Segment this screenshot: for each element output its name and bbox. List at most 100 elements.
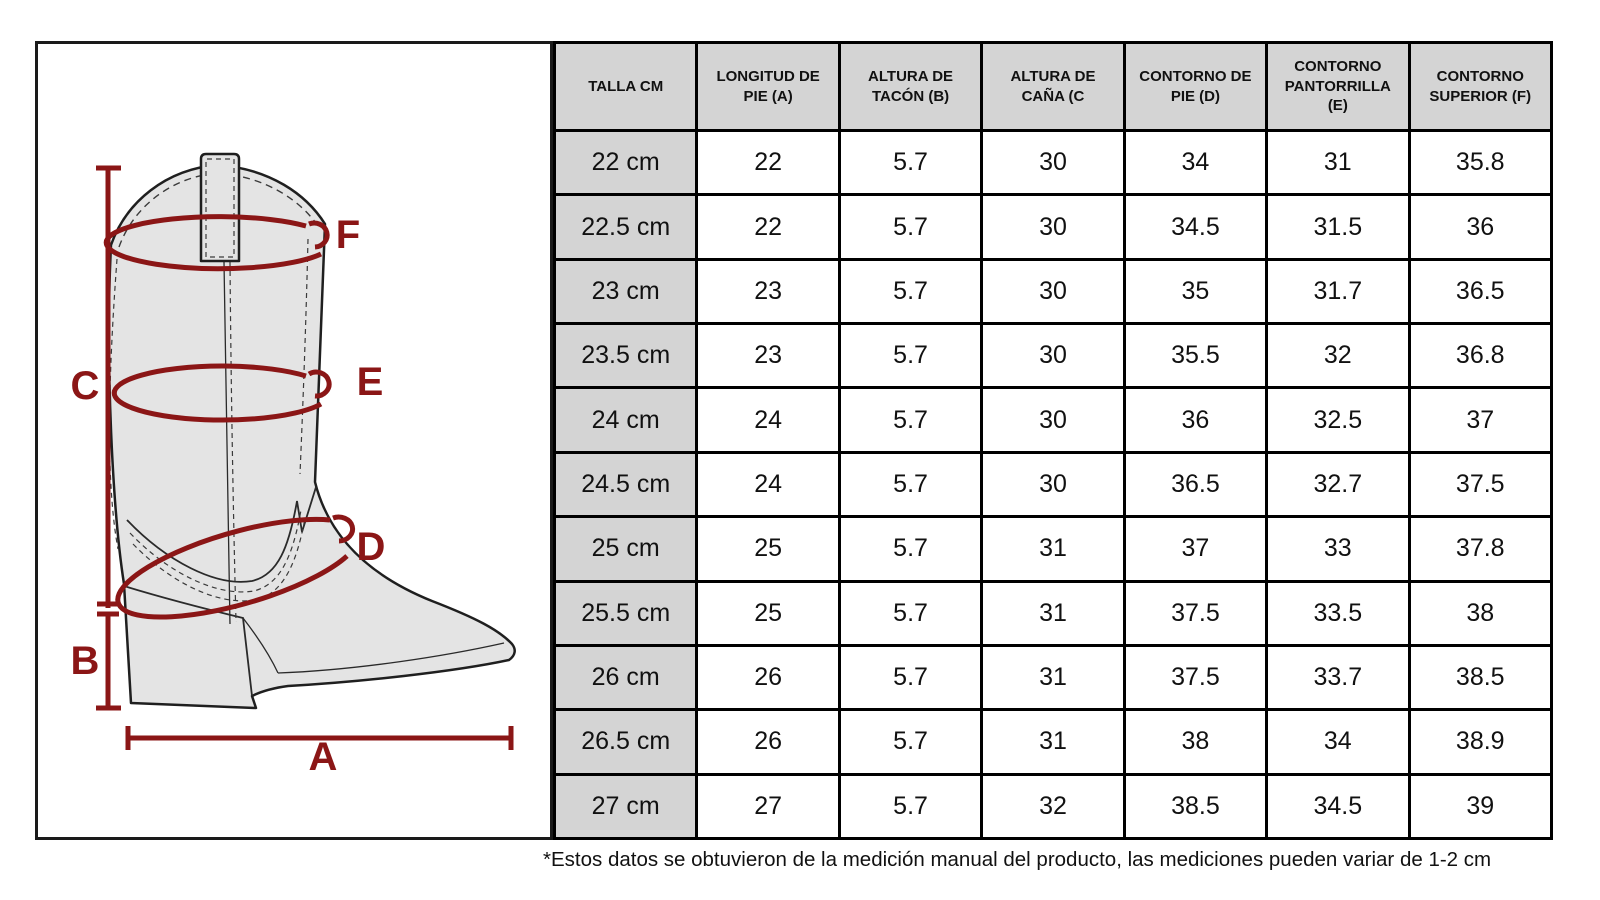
column-header-e: CONTORNO PANTORRILLA (E)	[1265, 41, 1411, 132]
column-headers-row: TALLA CM LONGITUD DE PIE (A) ALTURA DE TA…	[552, 41, 1554, 132]
value-cell: 31	[1265, 128, 1411, 197]
value-cell: 5.7	[837, 515, 984, 583]
value-cell: 37.5	[1407, 450, 1554, 519]
table-row: 24 cm 24 5.7 30 36 32.5 37	[552, 386, 1554, 454]
value-cell: 39	[1407, 772, 1554, 841]
value-cell: 37.8	[1407, 515, 1554, 583]
value-cell: 37	[1407, 386, 1554, 454]
value-cell: 31	[980, 579, 1126, 647]
value-cell: 22	[695, 193, 841, 261]
boot-illustration-svg	[96, 152, 516, 750]
value-cell: 5.7	[837, 772, 984, 841]
boot-vamp-seam	[126, 486, 317, 583]
column-header-d: CONTORNO DE PIE (D)	[1122, 41, 1269, 132]
value-cell: 24	[695, 450, 841, 519]
column-header-talla: TALLA CM	[552, 41, 699, 132]
value-cell: 38.9	[1407, 708, 1554, 776]
value-cell: 26	[695, 643, 841, 712]
measurement-label-c: C	[70, 364, 100, 408]
value-cell: 38.5	[1407, 643, 1554, 712]
value-cell: 25	[695, 579, 841, 647]
table-row: 22 cm 22 5.7 30 34 31 35.8	[552, 128, 1554, 197]
value-cell: 30	[980, 128, 1126, 197]
value-cell: 30	[980, 193, 1126, 261]
value-cell: 38	[1122, 708, 1269, 776]
value-cell: 36	[1122, 386, 1269, 454]
value-cell: 30	[980, 386, 1126, 454]
value-cell: 38	[1407, 579, 1554, 647]
value-cell: 5.7	[837, 128, 984, 197]
measurement-annotations	[96, 165, 514, 750]
value-cell: 25	[695, 515, 841, 583]
size-cell: 22 cm	[552, 128, 699, 197]
boot-pull-tab	[199, 152, 241, 263]
value-cell: 31.5	[1265, 193, 1411, 261]
value-cell: 35.8	[1407, 128, 1554, 197]
value-cell: 38.5	[1122, 772, 1269, 841]
boot-measurement-diagram: C B A F E D	[35, 41, 553, 840]
value-cell: 5.7	[837, 708, 984, 776]
table-row: 25.5 cm 25 5.7 31 37.5 33.5 38	[552, 579, 1554, 647]
measurement-label-a: A	[308, 735, 338, 779]
value-cell: 32	[980, 772, 1126, 841]
footnote: *Estos datos se obtuvieron de la medició…	[543, 848, 1492, 871]
table-row: 23 cm 23 5.7 30 35 31.7 36.5	[552, 257, 1554, 326]
value-cell: 5.7	[837, 579, 984, 647]
measure-loop-f	[103, 214, 323, 272]
boot-sole	[277, 642, 505, 674]
value-cell: 32.7	[1265, 450, 1411, 519]
size-cell: 23.5 cm	[552, 322, 699, 390]
value-cell: 5.7	[837, 322, 984, 390]
size-cell: 24.5 cm	[552, 450, 699, 519]
measure-loop-e	[111, 363, 323, 423]
measurement-label-e: E	[356, 360, 384, 404]
size-cell: 25.5 cm	[552, 579, 699, 647]
table-row: 22.5 cm 22 5.7 30 34.5 31.5 36	[552, 193, 1554, 261]
column-header-b: ALTURA DE TACÓN (B)	[837, 41, 984, 132]
value-cell: 30	[980, 257, 1126, 326]
table-row: 27 cm 27 5.7 32 38.5 34.5 39	[552, 772, 1554, 841]
table-row: 23.5 cm 23 5.7 30 35.5 32 36.8	[552, 322, 1554, 390]
column-header-a: LONGITUD DE PIE (A)	[695, 41, 841, 132]
value-cell: 36.5	[1122, 450, 1269, 519]
measure-loop-d	[115, 516, 349, 620]
value-cell: 32.5	[1265, 386, 1411, 454]
value-cell: 37	[1122, 515, 1269, 583]
value-cell: 33.7	[1265, 643, 1411, 712]
value-cell: 36	[1407, 193, 1554, 261]
boot-heel	[123, 585, 253, 697]
value-cell: 5.7	[837, 450, 984, 519]
value-cell: 33	[1265, 515, 1411, 583]
value-cell: 5.7	[837, 386, 984, 454]
value-cell: 22	[695, 128, 841, 197]
value-cell: 31	[980, 515, 1126, 583]
boot-body	[107, 163, 516, 710]
size-cell: 27 cm	[552, 772, 699, 841]
value-cell: 5.7	[837, 643, 984, 712]
size-table-body: 22 cm 22 5.7 30 34 31 35.8 22.5 cm 22 5.7 30 34.5 31…	[552, 128, 1554, 841]
size-cell: 22.5 cm	[552, 193, 699, 261]
value-cell: 37.5	[1122, 579, 1269, 647]
value-cell: 23	[695, 322, 841, 390]
value-cell: 35	[1122, 257, 1269, 326]
value-cell: 33.5	[1265, 579, 1411, 647]
size-chart-table: TALLA CM LONGITUD DE PIE (A) ALTURA DE TA…	[552, 41, 1554, 841]
value-cell: 27	[695, 772, 841, 841]
value-cell: 26	[695, 708, 841, 776]
column-header-f: CONTORNO SUPERIOR (F)	[1407, 41, 1554, 132]
table-row: 24.5 cm 24 5.7 30 36.5 32.7 37.5	[552, 450, 1554, 519]
table-row: 25 cm 25 5.7 31 37 33 37.8	[552, 515, 1554, 583]
value-cell: 31.7	[1265, 257, 1411, 326]
value-cell: 31	[980, 643, 1126, 712]
value-cell: 5.7	[837, 257, 984, 326]
size-cell: 26.5 cm	[552, 708, 699, 776]
value-cell: 31	[980, 708, 1126, 776]
value-cell: 32	[1265, 322, 1411, 390]
value-cell: 36.8	[1407, 322, 1554, 390]
value-cell: 34.5	[1122, 193, 1269, 261]
value-cell: 36.5	[1407, 257, 1554, 326]
size-cell: 23 cm	[552, 257, 699, 326]
measurement-label-d: D	[356, 525, 386, 569]
size-cell: 24 cm	[552, 386, 699, 454]
value-cell: 5.7	[837, 193, 984, 261]
